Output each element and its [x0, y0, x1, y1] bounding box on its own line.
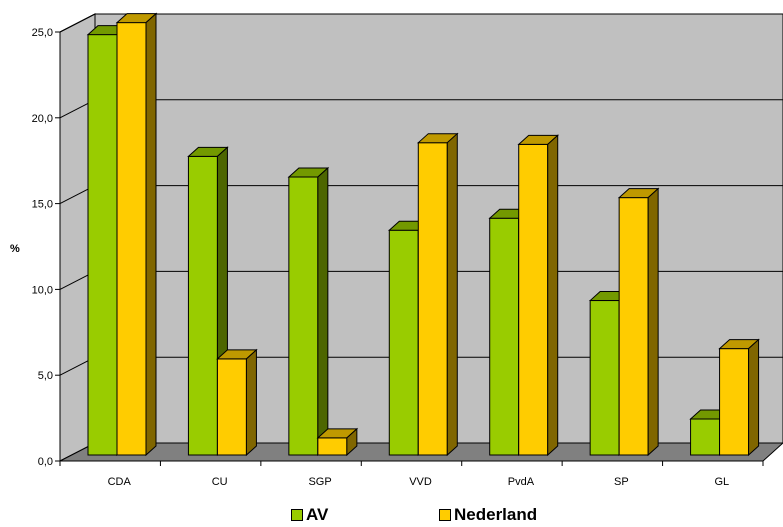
- bar-side: [748, 338, 760, 457]
- bar-front: [116, 22, 147, 456]
- bar: [316, 427, 359, 457]
- bar-side: [446, 132, 458, 457]
- bar-side: [145, 12, 157, 457]
- bar-side: [547, 134, 559, 457]
- bar: [617, 187, 660, 457]
- bar: [287, 166, 330, 457]
- bar: [416, 132, 459, 457]
- bars: [86, 12, 760, 457]
- y-tick-label: 0,0: [38, 456, 53, 468]
- y-tick-label: 20,0: [32, 113, 53, 125]
- y-axis-title: %: [10, 243, 20, 255]
- bar: [718, 338, 760, 457]
- y-tick-label: 25,0: [32, 27, 53, 39]
- gridline-side: [59, 13, 96, 33]
- bar-front: [317, 437, 348, 456]
- bar-front: [417, 142, 448, 456]
- bar: [115, 12, 158, 457]
- bar-front: [216, 358, 247, 456]
- bar-front: [489, 217, 520, 456]
- legend-swatch-nederland: [439, 509, 451, 521]
- bar-front: [87, 34, 118, 456]
- y-tick-label: 10,0: [32, 284, 53, 296]
- legend-swatch-av: [291, 509, 303, 521]
- legend-item-av: AV: [291, 505, 328, 525]
- y-tick-label: 5,0: [38, 370, 53, 382]
- x-tick-label: GL: [714, 476, 729, 488]
- bar-side: [647, 187, 659, 457]
- bar-front: [288, 176, 319, 456]
- x-tick-label: PvdA: [508, 476, 535, 488]
- y-tick-label: 15,0: [32, 199, 53, 211]
- bar-side: [346, 427, 358, 457]
- bar: [216, 348, 258, 457]
- bar-front: [388, 229, 419, 456]
- y-axis-ticks: 0,0 5,0 10,0 15,0 20,0 25,0: [32, 27, 60, 468]
- x-tick-label: VVD: [409, 476, 432, 488]
- x-axis-ticks: CDA CU SGP VVD PvdA SP GL: [59, 461, 764, 488]
- bar-front: [589, 300, 620, 456]
- bar-side: [317, 166, 329, 457]
- bar-front: [518, 143, 549, 456]
- bar: [517, 134, 560, 457]
- x-tick-label: CU: [212, 476, 228, 488]
- x-tick-label: SGP: [308, 476, 331, 488]
- x-tick-label: SP: [614, 476, 629, 488]
- bar-front: [690, 418, 721, 456]
- bar-chart: 0,0 5,0 10,0 15,0 20,0 25,0 CDA CU SGP VVD PvdA SP…: [10, 12, 783, 488]
- legend-item-nederland: Nederland: [439, 505, 537, 525]
- bar-front: [618, 197, 649, 456]
- legend: AV Nederland: [0, 505, 783, 527]
- bar-front: [719, 348, 750, 456]
- bar-side: [245, 348, 257, 457]
- x-tick-label: CDA: [108, 476, 132, 488]
- bar-front: [187, 155, 218, 456]
- legend-label-nederland: Nederland: [454, 505, 538, 524]
- legend-label-av: AV: [306, 505, 329, 524]
